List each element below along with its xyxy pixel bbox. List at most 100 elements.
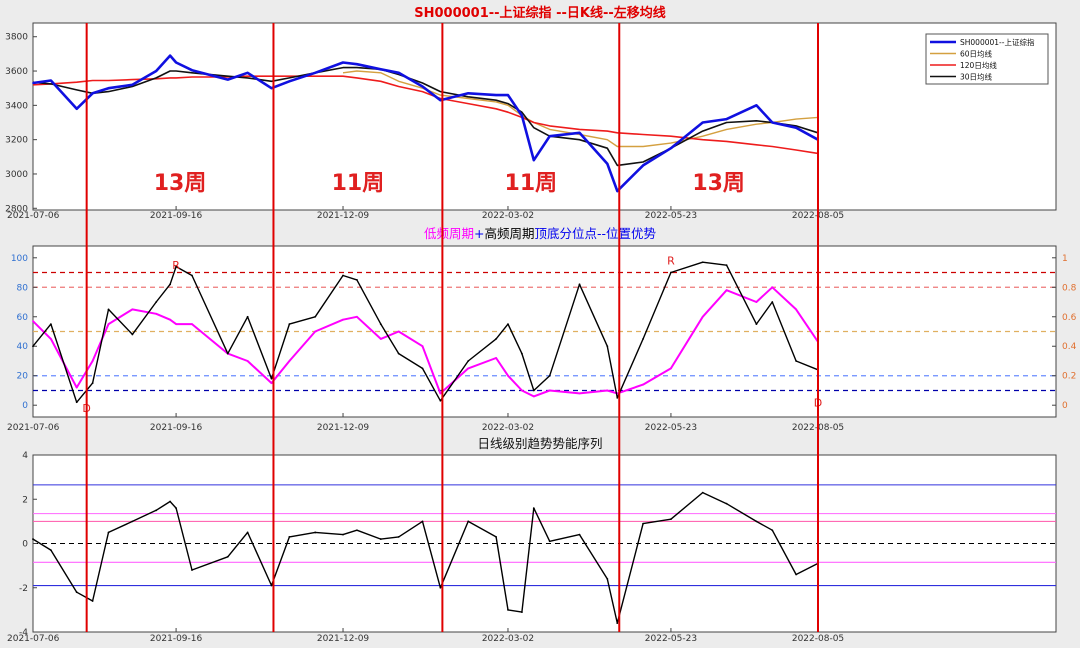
x-tick-label: 2021-07-06 bbox=[7, 211, 60, 221]
data-point-price bbox=[670, 147, 672, 150]
data-point-high bbox=[288, 323, 291, 326]
data-point-low bbox=[246, 360, 249, 362]
data-point-price bbox=[616, 190, 619, 193]
x-tick-label: 2021-12-09 bbox=[317, 423, 370, 433]
y-tick-label: 3800 bbox=[5, 33, 28, 43]
cycle-label: 11周 bbox=[505, 171, 558, 196]
data-point-price bbox=[379, 68, 382, 71]
data-point-low bbox=[439, 392, 442, 395]
data-point-high bbox=[548, 374, 551, 377]
data-point-low bbox=[701, 315, 704, 318]
annotation-label: R bbox=[667, 255, 675, 268]
trend-panel-title: 日线级别趋势势能序列 bbox=[477, 436, 602, 451]
x-tick-label: 2021-12-09 bbox=[317, 211, 370, 221]
data-point-high bbox=[356, 279, 358, 281]
data-point-price bbox=[246, 71, 249, 74]
x-tick-label: 2022-08-05 bbox=[792, 634, 844, 644]
data-point-high bbox=[642, 337, 645, 340]
data-point-low bbox=[107, 323, 110, 326]
title-part: 高频周期 bbox=[484, 226, 534, 241]
data-point-trend bbox=[75, 591, 78, 594]
data-point-high bbox=[795, 360, 798, 362]
y-tick-label-right: 0.6 bbox=[1062, 313, 1077, 323]
data-point-trend bbox=[795, 573, 798, 576]
x-tick-label: 2021-09-16 bbox=[150, 211, 203, 221]
data-point-trend bbox=[548, 540, 551, 543]
data-point-trend bbox=[642, 522, 645, 525]
title-part: 低频周期 bbox=[424, 226, 474, 241]
x-tick-label: 2022-03-02 bbox=[482, 211, 534, 221]
data-point-high bbox=[270, 377, 273, 380]
x-tick-label: 2021-07-06 bbox=[7, 634, 60, 644]
x-tick-label: 2022-03-02 bbox=[482, 423, 534, 433]
y-tick-label: -4 bbox=[19, 628, 28, 638]
data-point-price bbox=[578, 131, 581, 134]
data-point-price bbox=[356, 63, 358, 66]
data-point-trend bbox=[49, 549, 52, 552]
data-point-trend bbox=[495, 535, 497, 538]
data-point-high bbox=[32, 345, 34, 348]
data-point-high bbox=[175, 265, 177, 268]
data-point-low bbox=[356, 315, 358, 318]
data-point-low bbox=[91, 360, 94, 362]
data-point-high bbox=[169, 283, 172, 286]
y-tick-label-right: 0 bbox=[1062, 401, 1068, 411]
data-point-trend bbox=[155, 509, 158, 512]
data-point-trend bbox=[246, 531, 249, 534]
data-point-high bbox=[131, 333, 134, 336]
series-line-price bbox=[32, 54, 819, 193]
data-point-low bbox=[270, 382, 273, 384]
data-point-low bbox=[467, 367, 470, 370]
data-point-low bbox=[49, 337, 52, 340]
y-tick-label-right: 0.4 bbox=[1062, 342, 1077, 352]
plot-area-cycle bbox=[32, 245, 1057, 418]
data-point-low bbox=[131, 308, 134, 311]
data-point-trend bbox=[467, 520, 470, 523]
y-tick-label: 3400 bbox=[5, 101, 28, 111]
data-point-high bbox=[75, 401, 78, 404]
data-point-price bbox=[421, 85, 424, 88]
data-point-price bbox=[725, 118, 728, 120]
data-point-trend bbox=[439, 586, 442, 589]
cycle-panel-title: 低频周期+高频周期顶底分位点--位置优势 bbox=[424, 226, 657, 241]
data-point-low bbox=[288, 360, 291, 362]
data-point-price bbox=[467, 92, 470, 95]
legend-label: SH000001--上证综指 bbox=[960, 37, 1035, 47]
data-point-trend bbox=[520, 611, 523, 613]
data-point-trend bbox=[169, 500, 172, 503]
y-tick-label: 80 bbox=[17, 283, 29, 293]
data-point-low bbox=[342, 318, 344, 321]
data-point-price bbox=[342, 61, 344, 64]
data-point-trend bbox=[532, 507, 535, 509]
data-point-high bbox=[606, 345, 609, 348]
data-point-price bbox=[155, 70, 158, 72]
data-point-high bbox=[755, 323, 758, 326]
data-point-price bbox=[191, 69, 193, 72]
data-point-low bbox=[175, 323, 177, 326]
data-point-price bbox=[175, 61, 177, 64]
data-point-trend bbox=[771, 529, 774, 532]
series-line-trend bbox=[32, 491, 819, 624]
data-point-trend bbox=[725, 502, 728, 505]
data-point-high bbox=[495, 337, 497, 340]
data-point-trend bbox=[578, 533, 581, 536]
data-point-high bbox=[532, 389, 535, 392]
data-point-low bbox=[725, 289, 728, 292]
data-point-low bbox=[191, 323, 193, 326]
data-point-high bbox=[520, 352, 523, 355]
x-tick-label: 2022-03-02 bbox=[482, 634, 534, 644]
data-point-price bbox=[226, 78, 229, 81]
data-point-high bbox=[616, 396, 619, 399]
y-tick-label: 60 bbox=[17, 313, 29, 323]
data-point-price bbox=[771, 121, 774, 124]
data-point-high bbox=[49, 323, 52, 326]
data-point-price bbox=[397, 71, 400, 74]
data-point-price bbox=[32, 82, 34, 84]
data-point-trend bbox=[701, 491, 704, 494]
legend-label: 30日均线 bbox=[960, 72, 993, 82]
data-point-trend bbox=[314, 531, 317, 534]
cycle-label: 11周 bbox=[332, 171, 385, 196]
series-line-ma120 bbox=[32, 75, 819, 155]
data-point-price bbox=[642, 164, 645, 167]
